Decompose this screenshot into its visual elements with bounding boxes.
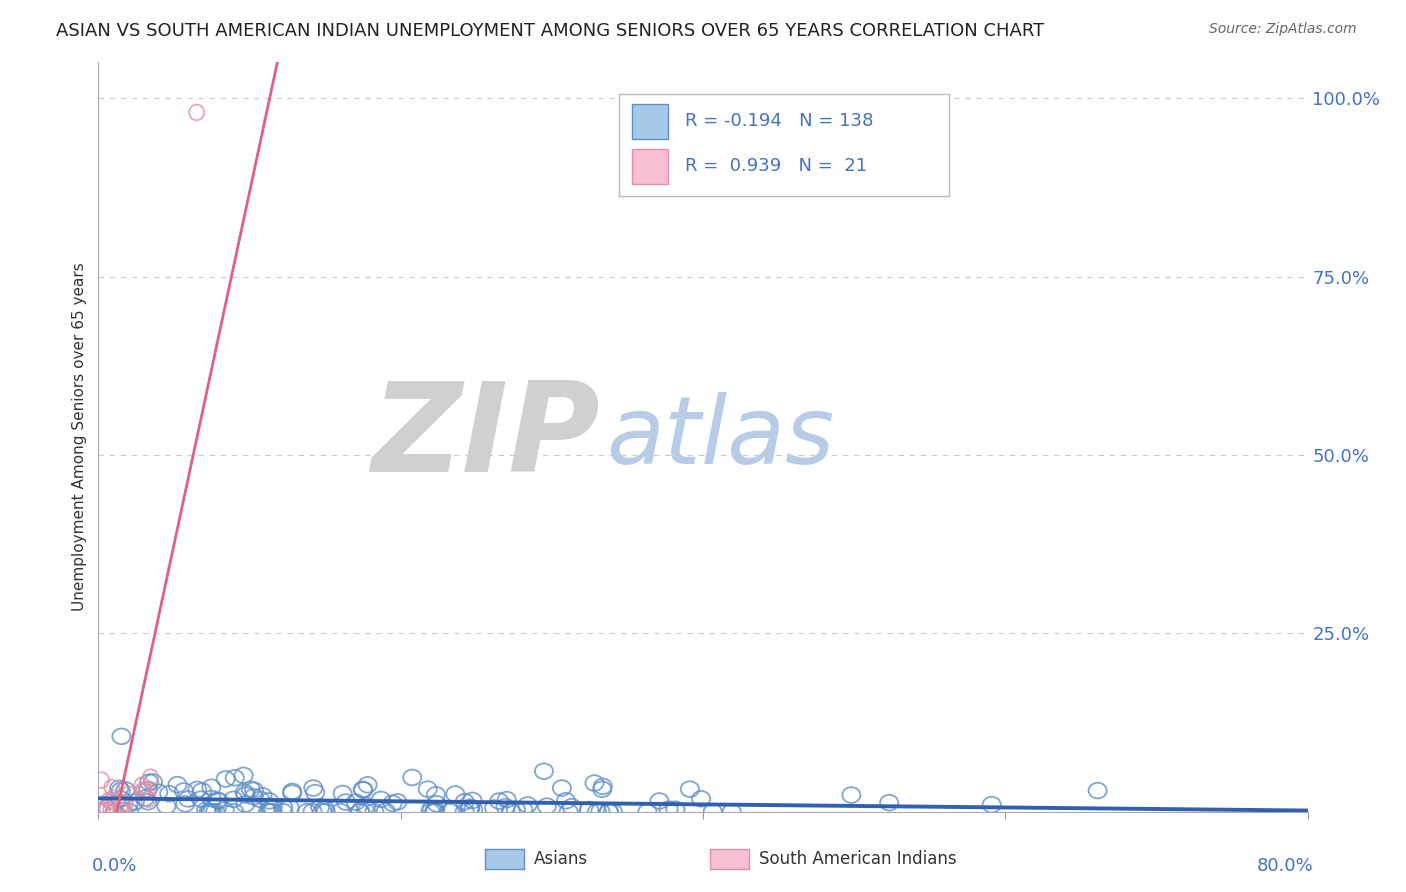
Bar [631, 104, 668, 139]
Text: ZIP: ZIP [371, 376, 600, 498]
Text: South American Indians: South American Indians [759, 850, 957, 868]
Text: 80.0%: 80.0% [1257, 856, 1313, 875]
Text: atlas: atlas [606, 392, 835, 483]
Text: Source: ZipAtlas.com: Source: ZipAtlas.com [1209, 22, 1357, 37]
Text: R =  0.939   N =  21: R = 0.939 N = 21 [685, 158, 868, 176]
Text: ASIAN VS SOUTH AMERICAN INDIAN UNEMPLOYMENT AMONG SENIORS OVER 65 YEARS CORRELAT: ASIAN VS SOUTH AMERICAN INDIAN UNEMPLOYM… [56, 22, 1045, 40]
Text: 0.0%: 0.0% [93, 856, 138, 875]
Bar [631, 149, 668, 184]
Y-axis label: Unemployment Among Seniors over 65 years: Unemployment Among Seniors over 65 years [72, 263, 87, 611]
Text: R = -0.194   N = 138: R = -0.194 N = 138 [685, 112, 873, 130]
Text: Asians: Asians [534, 850, 588, 868]
